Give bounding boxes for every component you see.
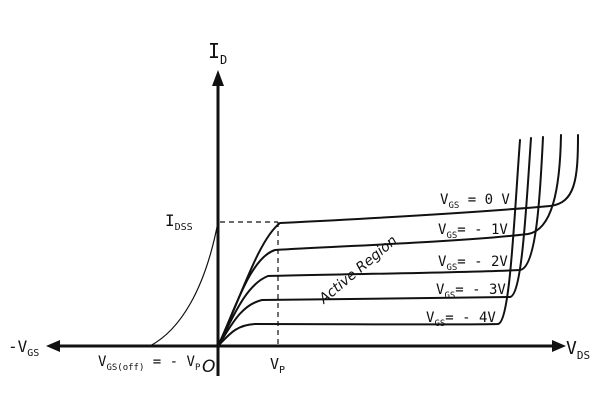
curve-label-vgs-0: VGS = 0 V [440, 192, 510, 211]
curve-vgs-2 [217, 136, 544, 347]
id-axis-label: ID [208, 39, 227, 67]
curve-label-vgs-4: VGS= - 4V [426, 310, 496, 329]
neg-vgs-arrowhead [46, 340, 60, 352]
vds-axis-label: VDS [566, 338, 590, 362]
curve-vgs-4 [217, 139, 521, 347]
origin-label: O [202, 357, 215, 377]
curve-vgs-3 [217, 137, 532, 347]
neg-vgs-axis-label: -VGS [8, 337, 39, 359]
vgs-off-label: VGS(off) = - VP [98, 354, 201, 373]
id-arrowhead [212, 70, 224, 86]
transfer-curve [149, 221, 219, 347]
vds-arrowhead [552, 340, 566, 352]
curve-label-vgs-3: VGS= - 3V [436, 282, 506, 301]
curve-label-vgs-1: VGS= - 1V [438, 222, 508, 241]
curve-label-vgs-2: VGS= - 2V [438, 254, 508, 273]
curve-vgs-0 [217, 134, 579, 347]
curve-vgs-1 [217, 134, 562, 347]
idss-label: IDSS [165, 211, 193, 233]
active-region-label: Active Region [316, 233, 401, 308]
vp-label: VP [270, 355, 285, 376]
